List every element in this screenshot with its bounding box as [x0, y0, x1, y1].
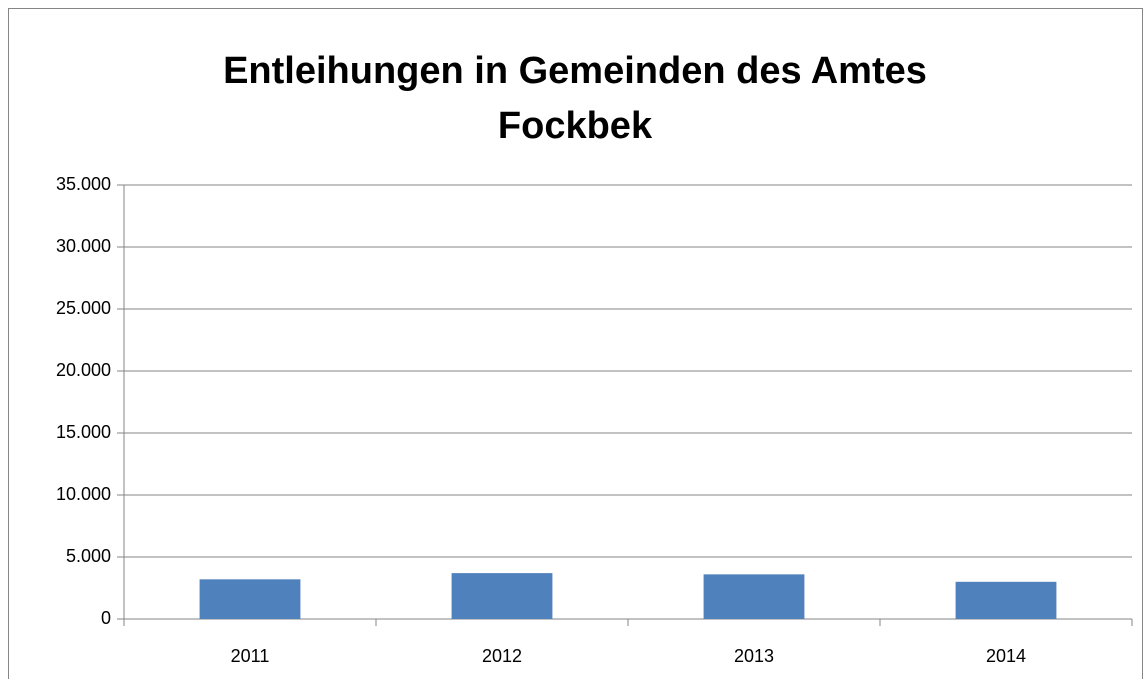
y-tick-label: 20.000 — [56, 360, 111, 380]
x-tick-label: 2011 — [231, 646, 270, 666]
y-tick-label: 15.000 — [56, 422, 111, 442]
bar — [451, 573, 553, 619]
y-tick-label: 0 — [101, 608, 111, 628]
bar — [955, 581, 1057, 619]
y-tick-label: 5.000 — [66, 546, 111, 566]
x-tick-label: 2012 — [482, 646, 522, 666]
title-box: Entleihungen in Gemeinden des Amtes Fock… — [223, 50, 927, 147]
x-tick-label: 2014 — [986, 646, 1026, 666]
chart-title: Entleihungen in Gemeinden des Amtes Fock… — [223, 50, 927, 147]
x-tick-label: 2013 — [734, 646, 774, 666]
chart-frame — [8, 8, 1143, 679]
y-tick-label: 35.000 — [56, 174, 111, 194]
bar — [703, 574, 805, 619]
y-tick-label: 10.000 — [56, 484, 111, 504]
y-tick-label: 25.000 — [56, 298, 111, 318]
y-tick-label: 30.000 — [56, 236, 111, 256]
bar — [199, 579, 301, 619]
